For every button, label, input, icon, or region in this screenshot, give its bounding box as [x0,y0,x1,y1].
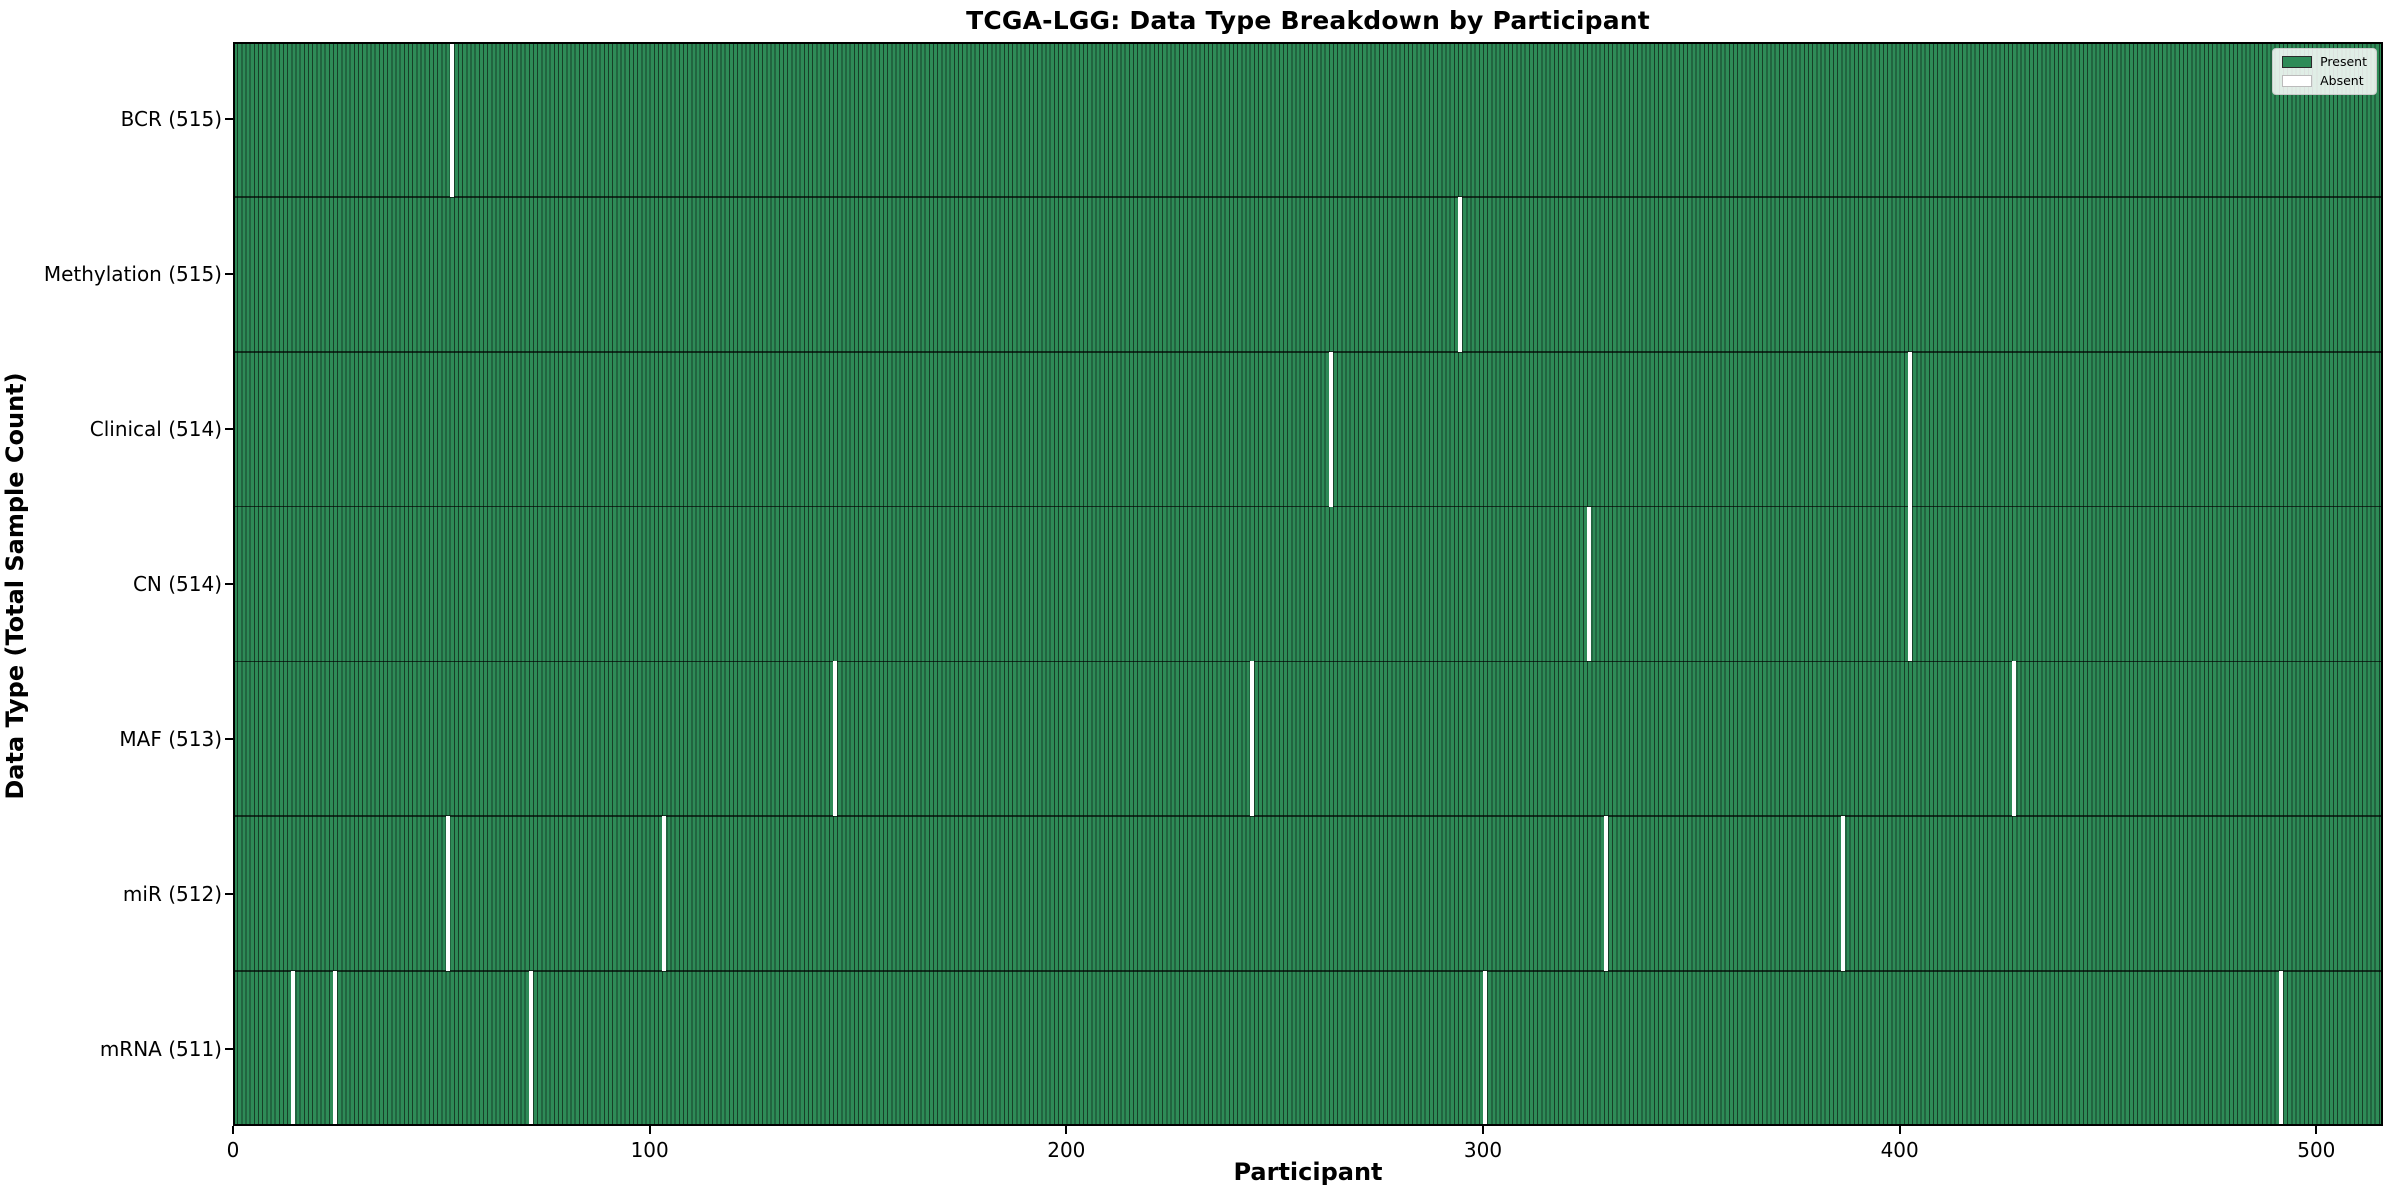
y-tick-label: mRNA (511) [99,1036,222,1061]
absent-gap [449,42,454,197]
row-separator [233,815,2383,818]
x-tick-mark [1065,1126,1068,1134]
legend-label-absent: Absent [2320,73,2364,88]
row-band [233,661,2383,817]
absent-gap [1249,661,1254,817]
x-tick-label: 500 [2297,1138,2336,1162]
x-tick-label: 400 [1880,1138,1919,1162]
row-band [233,816,2383,972]
absent-gap [1458,196,1463,352]
y-tick-mark [225,583,233,585]
row-band [233,506,2383,662]
y-tick-mark [225,273,233,276]
absent-gap [662,816,667,972]
row-separator [233,350,2383,353]
legend-entry-present: Present [2282,55,2367,69]
y-tick-label: BCR (515) [120,107,222,132]
legend-label-present: Present [2320,54,2367,69]
absent-gap [833,661,838,817]
row-separator [233,970,2383,972]
row-band [233,351,2383,507]
absent-gap [333,971,338,1126]
absent-gap [1603,816,1608,972]
x-tick-label: 200 [1047,1138,1086,1162]
absent-gap [1328,351,1333,507]
absent-gap [2278,971,2283,1126]
plot-area [233,42,2383,1126]
chart-title: TCGA-LGG: Data Type Breakdown by Partici… [966,6,1650,35]
y-tick-mark [225,1047,233,1050]
row-separator [233,505,2383,508]
x-tick-mark [648,1126,651,1134]
y-tick-mark [225,737,233,740]
row-band [233,971,2383,1126]
absent-gap [291,971,296,1126]
legend-swatch-absent-icon [2282,75,2313,87]
x-tick-label: 0 [226,1138,240,1162]
absent-gap [528,971,533,1126]
row-separator [233,660,2383,663]
y-tick-mark [225,892,233,895]
row-band [233,196,2383,352]
absent-gap [2012,661,2017,817]
absent-gap [445,816,450,972]
x-tick-label: 300 [1463,1138,1503,1162]
legend: Present Absent [2272,48,2377,95]
legend-entry-absent: Absent [2282,74,2367,88]
y-tick-mark [225,118,233,121]
absent-gap [1908,351,1913,507]
x-axis-label: Participant [1233,1158,1383,1186]
y-tick-label: CN (514) [132,572,222,596]
x-tick-mark [2315,1126,2318,1134]
legend-swatch-present-icon [2282,56,2313,68]
row-band [233,42,2383,197]
x-tick-mark [232,1126,234,1134]
absent-gap [1908,506,1913,662]
y-tick-label: MAF (513) [119,726,222,751]
y-tick-label: Methylation (515) [43,262,222,287]
y-tick-label: miR (512) [122,881,222,906]
absent-gap [1587,506,1592,662]
y-tick-label: Clinical (514) [89,417,222,442]
absent-gap [1841,816,1846,972]
row-separator [233,196,2383,198]
x-tick-mark [1482,1126,1484,1134]
y-tick-mark [225,428,233,431]
absent-gap [1483,971,1488,1126]
x-tick-mark [1898,1126,1901,1134]
x-tick-label: 100 [630,1138,669,1162]
